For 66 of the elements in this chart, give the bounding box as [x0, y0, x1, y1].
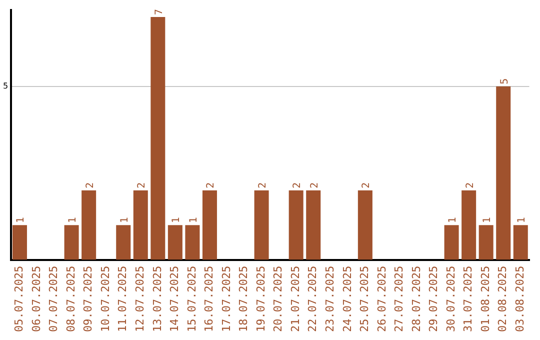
x-tick-label: 15.07.2025 — [185, 266, 198, 332]
x-tick-label: 26.07.2025 — [375, 266, 388, 332]
bar — [150, 16, 166, 260]
data-label: 2 — [361, 182, 372, 188]
x-tick-label: 24.07.2025 — [340, 266, 354, 332]
data-label: 2 — [309, 182, 320, 188]
data-label: 2 — [136, 182, 148, 188]
bar — [116, 225, 131, 260]
bar — [358, 190, 372, 260]
bar — [444, 225, 459, 260]
x-tick-label: 07.07.2025 — [47, 266, 60, 332]
data-label: 2 — [84, 182, 96, 188]
data-label: 2 — [206, 182, 217, 188]
x-tick-label: 28.07.2025 — [410, 266, 423, 332]
data-label: 1 — [16, 217, 27, 224]
data-label: 5 — [499, 78, 510, 84]
x-tick-label: 22.07.2025 — [306, 266, 320, 332]
data-label: 1 — [188, 217, 200, 224]
bar — [185, 225, 200, 260]
x-tick-label: 06.07.2025 — [30, 266, 43, 332]
x-tick-label: 12.07.2025 — [133, 266, 146, 332]
x-tick-label: 27.07.2025 — [392, 266, 406, 332]
data-label: 1 — [448, 217, 459, 224]
x-tick-label: 18.07.2025 — [237, 266, 250, 332]
data-label: 2 — [292, 182, 304, 188]
bar — [462, 190, 476, 260]
bar — [82, 190, 96, 260]
data-label: 1 — [516, 217, 528, 224]
x-tick-label: 14.07.2025 — [168, 266, 182, 332]
x-tick-label: 01.08.2025 — [478, 266, 492, 332]
bar — [64, 225, 79, 260]
bar — [478, 225, 494, 260]
x-tick-label: 30.07.2025 — [444, 266, 458, 332]
x-tick-label: 29.07.2025 — [427, 266, 440, 332]
x-tick-label: 03.08.2025 — [513, 266, 526, 332]
x-tick-label: 11.07.2025 — [116, 266, 130, 332]
x-tick-label: 25.07.2025 — [358, 266, 372, 332]
x-tick-label: 10.07.2025 — [98, 266, 112, 332]
x-tick-label: 02.08.2025 — [496, 266, 510, 332]
bar — [306, 190, 321, 260]
x-tick-label: 20.07.2025 — [272, 266, 285, 332]
bar — [496, 86, 511, 260]
data-label: 1 — [68, 217, 79, 224]
x-tick-label: 13.07.2025 — [150, 266, 164, 332]
bar — [133, 190, 148, 260]
x-tick-label: 23.07.2025 — [323, 266, 336, 332]
data-label: 1 — [482, 217, 494, 224]
bar — [202, 190, 217, 260]
x-tick-label: 16.07.2025 — [202, 266, 216, 332]
data-label: 1 — [119, 217, 130, 224]
x-tick-label: 31.07.2025 — [462, 266, 475, 332]
data-label: 2 — [464, 182, 476, 188]
bar — [254, 190, 269, 260]
bar — [12, 225, 27, 260]
bar — [288, 190, 304, 260]
x-tick-label: 09.07.2025 — [82, 266, 95, 332]
x-tick-label: 05.07.2025 — [12, 266, 26, 332]
bar — [168, 225, 182, 260]
x-tick-label: 19.07.2025 — [254, 266, 268, 332]
x-tick-label: 08.07.2025 — [64, 266, 78, 332]
x-tick-label: 21.07.2025 — [288, 266, 302, 332]
bar — [513, 225, 528, 260]
x-tick-label: 17.07.2025 — [220, 266, 233, 332]
data-label: 7 — [154, 8, 165, 15]
data-label: 2 — [258, 182, 269, 188]
data-label: 1 — [171, 217, 182, 224]
